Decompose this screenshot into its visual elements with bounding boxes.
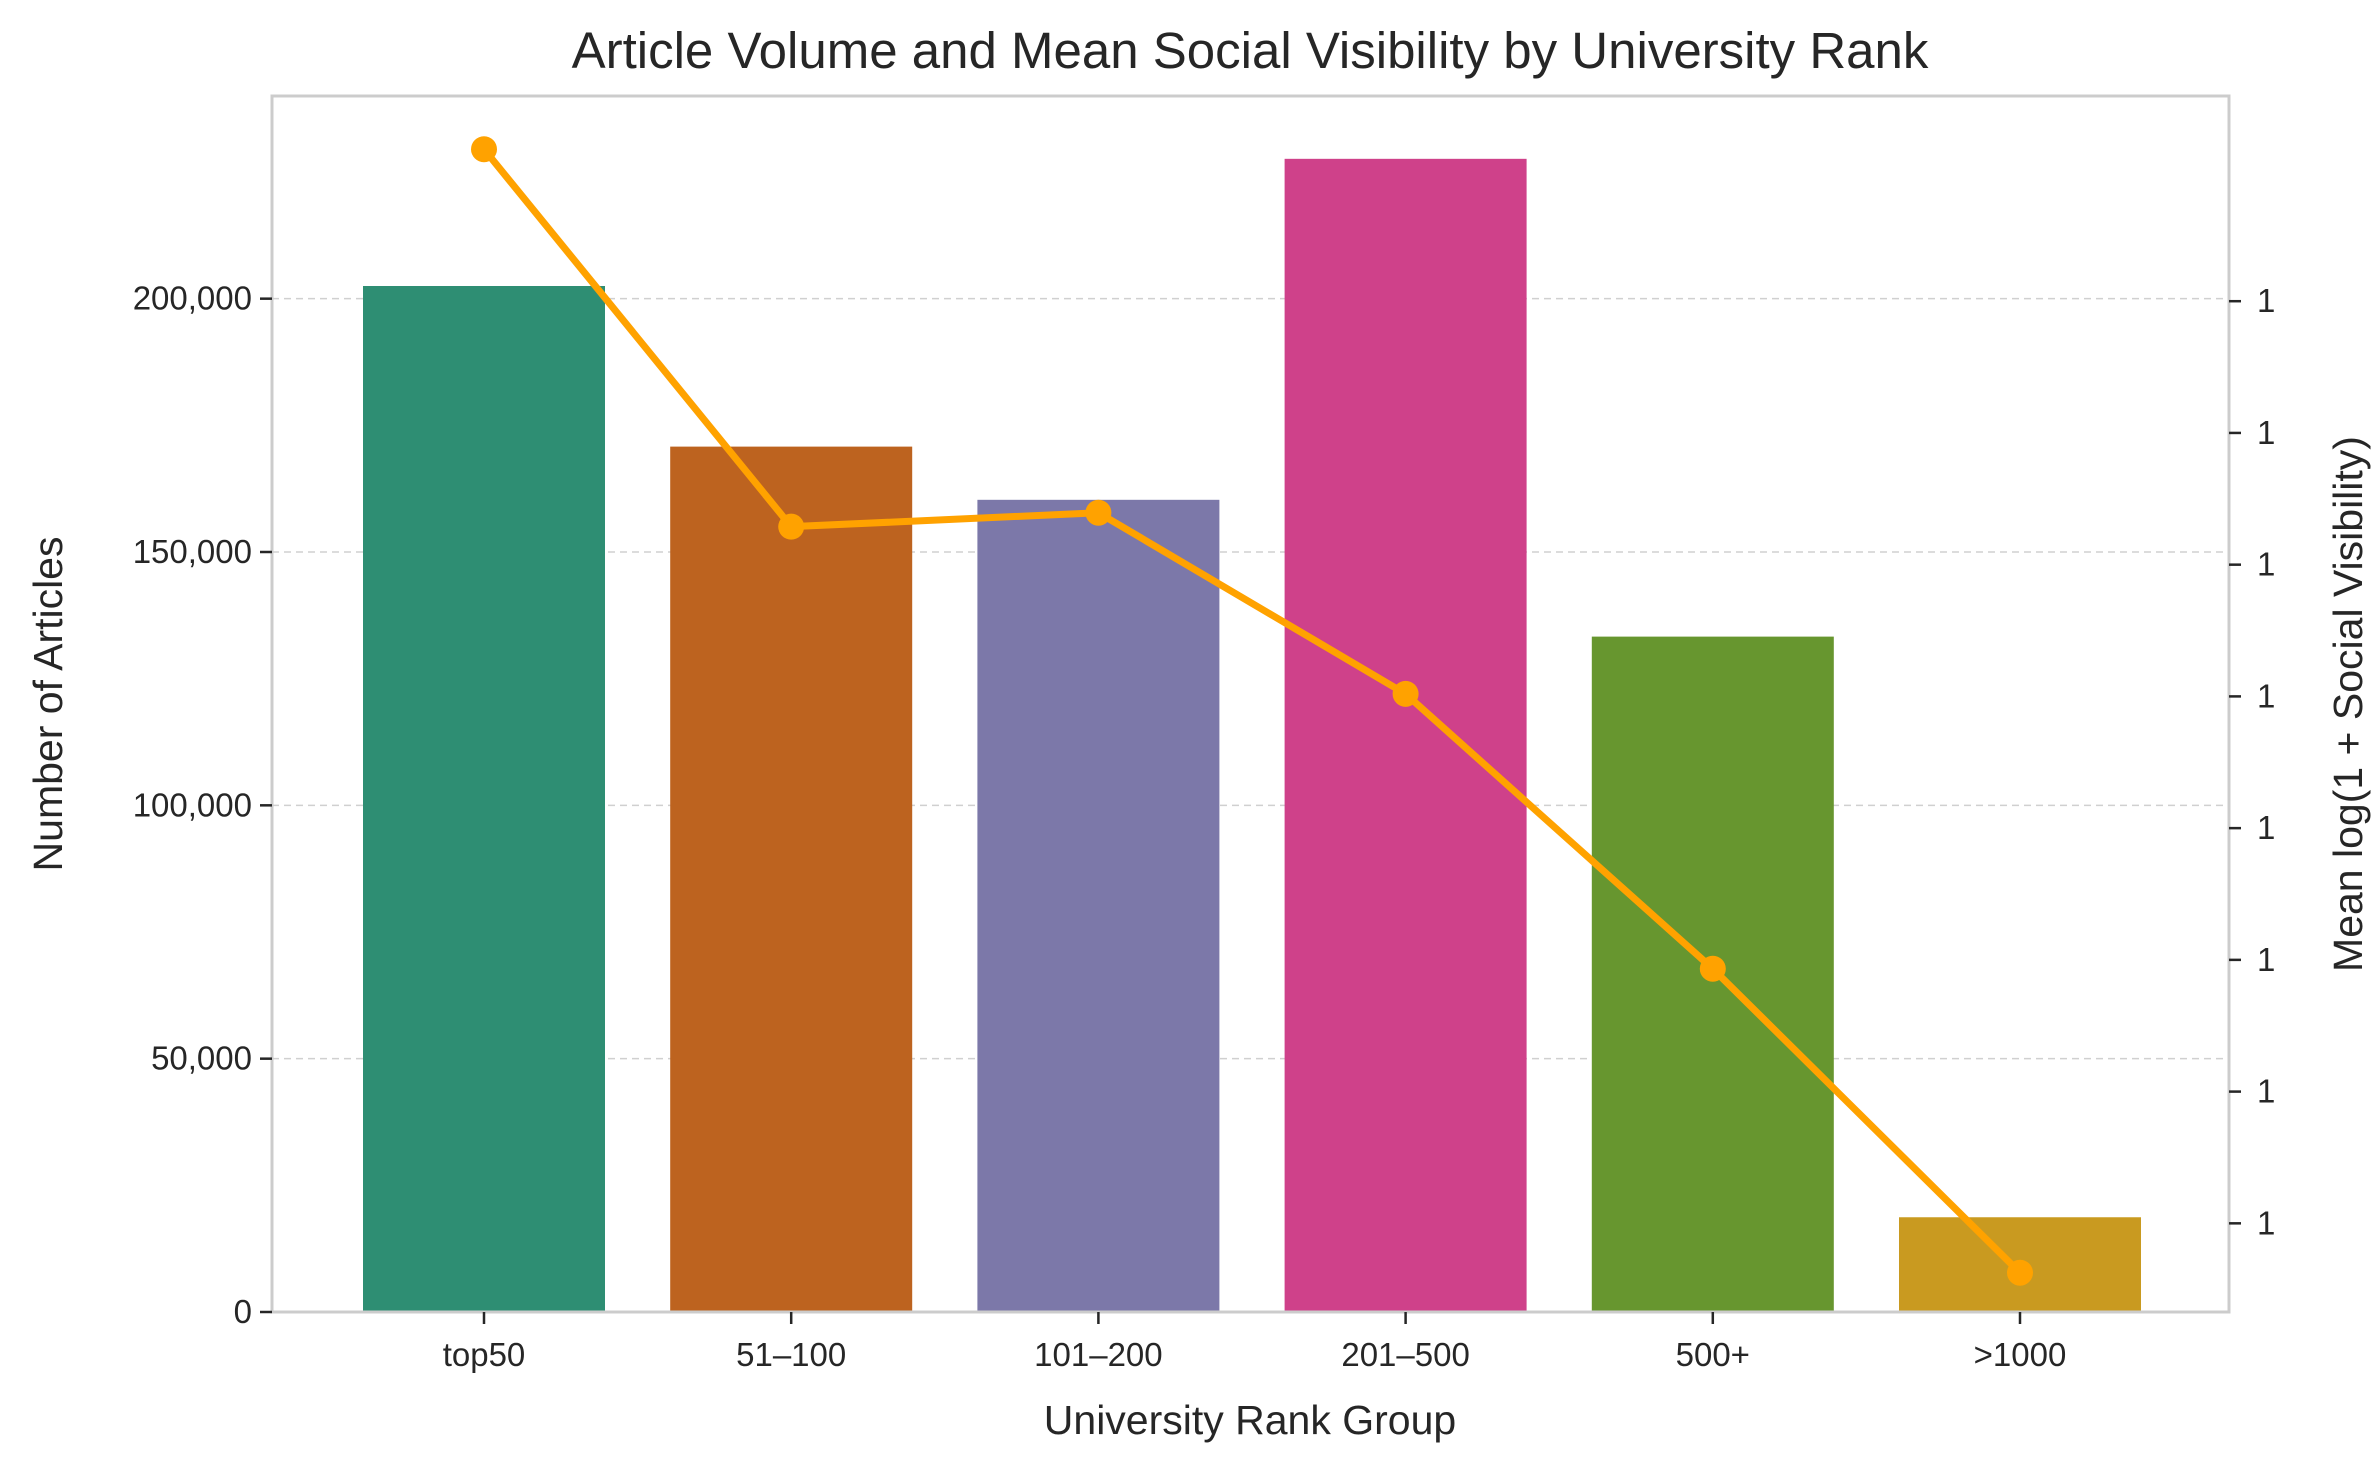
bar xyxy=(363,286,605,1312)
y-tick-label: 100,000 xyxy=(133,786,252,823)
x-tick-label: 500+ xyxy=(1676,1336,1750,1373)
bar xyxy=(977,499,1220,1312)
line-point xyxy=(2007,1259,2033,1286)
bar xyxy=(670,446,913,1312)
y2-tick-label: 1 xyxy=(2257,1073,2275,1110)
y2-tick-label: 1 xyxy=(2257,414,2275,451)
y-tick-label: 200,000 xyxy=(133,280,252,317)
left-axis: 0 50,000 100,000 150,000 200,000 xyxy=(133,280,272,1330)
line-series xyxy=(471,136,2033,1286)
y-axis-label: Number of Articles xyxy=(25,537,71,872)
x-tick-label: >1000 xyxy=(1974,1336,2067,1373)
line-point xyxy=(1392,680,1419,707)
plot-frame xyxy=(270,94,2231,1314)
y2-tick-label: 1 xyxy=(2257,1204,2275,1241)
right-axis: 1 1 1 1 1 1 1 1 xyxy=(2229,282,2275,1241)
line-point xyxy=(471,136,497,163)
x-tick-label: top50 xyxy=(443,1336,526,1373)
x-tick-label: 201–500 xyxy=(1341,1336,1469,1373)
y2-tick-label: 1 xyxy=(2257,941,2275,978)
x-tick-label: 101–200 xyxy=(1034,1336,1162,1373)
bar xyxy=(1284,158,1527,1312)
y2-tick-label: 1 xyxy=(2257,282,2275,319)
y2-tick-label: 1 xyxy=(2257,546,2275,583)
chart-title: Article Volume and Mean Social Visibilit… xyxy=(572,22,1929,79)
series-line xyxy=(480,145,2024,1277)
x-axis: top50 51–100 101–200 201–500 500+ >1000 xyxy=(443,1312,2067,1373)
line-point xyxy=(1085,499,1112,526)
y2-axis-label: Mean log(1 + Social Visibility) xyxy=(2325,436,2371,972)
x-tick-label: 51–100 xyxy=(736,1336,846,1373)
y-tick-label: 150,000 xyxy=(133,533,252,570)
y-tick-label: 50,000 xyxy=(151,1040,252,1077)
line-point xyxy=(778,513,805,540)
x-axis-label: University Rank Group xyxy=(1044,1397,1456,1443)
y2-tick-label: 1 xyxy=(2257,809,2275,846)
bar-series xyxy=(363,158,2141,1312)
y-tick-label: 0 xyxy=(234,1293,252,1330)
line-point xyxy=(1699,955,1726,982)
y2-tick-label: 1 xyxy=(2257,677,2275,714)
